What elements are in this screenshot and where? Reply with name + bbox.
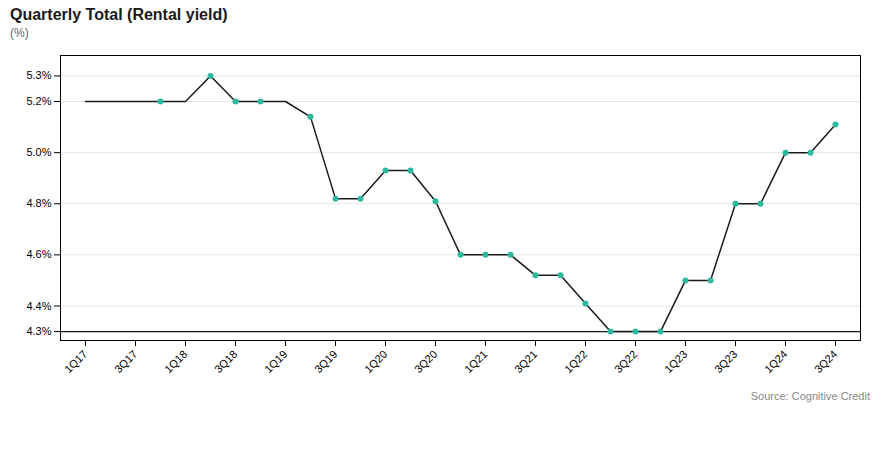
svg-text:3Q22: 3Q22 bbox=[612, 348, 640, 376]
svg-text:3Q19: 3Q19 bbox=[312, 348, 340, 376]
html-text:Source: Cognitive Credit: Source: Cognitive Credit bbox=[750, 390, 870, 402]
svg-text:5.2%: 5.2% bbox=[26, 95, 51, 107]
svg-text:1Q20: 1Q20 bbox=[362, 348, 390, 376]
svg-text:3Q23: 3Q23 bbox=[712, 348, 740, 376]
html-text:Quarterly Total (Rental yield): Quarterly Total (Rental yield) bbox=[10, 6, 228, 23]
svg-text:4.4%: 4.4% bbox=[26, 300, 51, 312]
svg-text:1Q23: 1Q23 bbox=[662, 348, 690, 376]
svg-text:4.6%: 4.6% bbox=[26, 248, 51, 260]
svg-text:1Q21: 1Q21 bbox=[462, 348, 490, 376]
svg-text:3Q18: 3Q18 bbox=[212, 348, 240, 376]
svg-text:1Q18: 1Q18 bbox=[162, 348, 190, 376]
svg-text:4.8%: 4.8% bbox=[26, 197, 51, 209]
svg-text:3Q21: 3Q21 bbox=[512, 348, 540, 376]
svg-text:3Q17: 3Q17 bbox=[112, 348, 140, 376]
svg-text:3Q20: 3Q20 bbox=[412, 348, 440, 376]
svg-text:4.3%: 4.3% bbox=[26, 325, 51, 337]
svg-text:1Q22: 1Q22 bbox=[562, 348, 590, 376]
svg-text:5.0%: 5.0% bbox=[26, 146, 51, 158]
svg-text:1Q24: 1Q24 bbox=[762, 348, 790, 376]
svg-text:1Q19: 1Q19 bbox=[262, 348, 290, 376]
svg-text:5.3%: 5.3% bbox=[26, 69, 51, 81]
svg-text:3Q24: 3Q24 bbox=[812, 348, 840, 376]
svg-text:1Q17: 1Q17 bbox=[62, 348, 90, 376]
